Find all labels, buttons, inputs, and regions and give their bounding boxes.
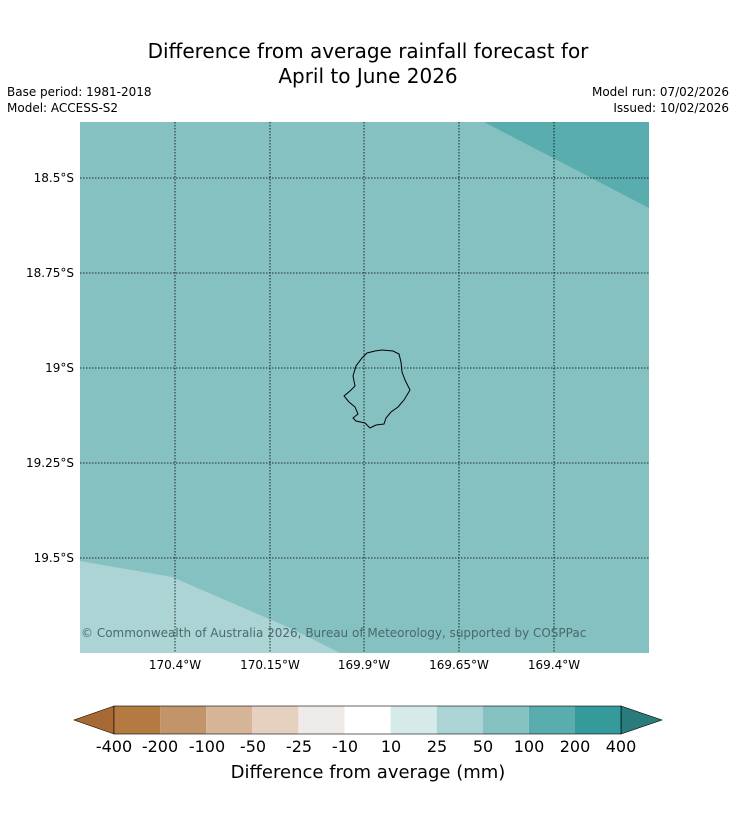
colorbar-tick-label: 200 xyxy=(559,737,591,756)
lat-label: 18.5°S xyxy=(33,171,74,185)
island-outline xyxy=(343,349,411,429)
lat-label: 19°S xyxy=(45,361,74,375)
colorbar-segment xyxy=(575,706,622,734)
colorbar-segment xyxy=(344,706,391,734)
copyright-notice: © Commonwealth of Australia 2026, Bureau… xyxy=(81,626,587,640)
graticule xyxy=(80,122,649,653)
colorbar-segment xyxy=(390,706,437,734)
colorbar-tick-label: 50 xyxy=(472,737,494,756)
colorbar-segment xyxy=(482,706,529,734)
colorbar-segment xyxy=(528,706,575,734)
region-100-to-200 xyxy=(484,122,649,208)
colorbar-outline xyxy=(113,705,622,735)
colorbar-segment xyxy=(206,706,253,734)
lon-label: 169.4°W xyxy=(527,658,581,672)
colorbar-tick-label: 10 xyxy=(380,737,402,756)
colorbar-tick-label: -200 xyxy=(141,737,179,756)
colorbar-tick-label: -400 xyxy=(95,737,133,756)
colorbar-tick-label: -25 xyxy=(285,737,313,756)
lon-label: 170.15°W xyxy=(240,658,300,672)
base-period: Base period: 1981-2018 xyxy=(7,85,152,99)
colorbar-segment xyxy=(436,706,483,734)
region-50-to-100 xyxy=(80,122,649,653)
lon-label: 169.65°W xyxy=(429,658,489,672)
model-run-date: Model run: 07/02/2026 xyxy=(591,85,729,99)
lat-label: 19.25°S xyxy=(26,456,74,470)
colorbar-title: Difference from average (mm) xyxy=(230,762,506,783)
lon-label: 170.4°W xyxy=(148,658,202,672)
lat-label: 19.5°S xyxy=(33,551,74,565)
colorbar-tick-label: 400 xyxy=(605,737,637,756)
lat-label: 18.75°S xyxy=(26,266,74,280)
colorbar-segment xyxy=(114,706,161,734)
map-title-line1: Difference from average rainfall forecas… xyxy=(147,39,589,63)
colorbar-tick-label: 25 xyxy=(426,737,448,756)
colorbar-extend-high xyxy=(620,705,663,735)
map-title-line2: April to June 2026 xyxy=(278,64,458,88)
colorbar-extend-low xyxy=(73,705,115,735)
colorbar-segment xyxy=(298,706,345,734)
colorbar-segment xyxy=(252,706,299,734)
colorbar-tick-label: -10 xyxy=(331,737,359,756)
colorbar-tick-label: 100 xyxy=(513,737,545,756)
colorbar-segment xyxy=(160,706,207,734)
issued-date: Issued: 10/02/2026 xyxy=(613,101,729,115)
colorbar-tick-label: -100 xyxy=(188,737,226,756)
colorbar-tick-label: -50 xyxy=(239,737,267,756)
lon-label: 169.9°W xyxy=(337,658,391,672)
model-name: Model: ACCESS-S2 xyxy=(7,101,119,115)
colorbar xyxy=(73,705,663,735)
region-25-to-50 xyxy=(80,561,340,653)
